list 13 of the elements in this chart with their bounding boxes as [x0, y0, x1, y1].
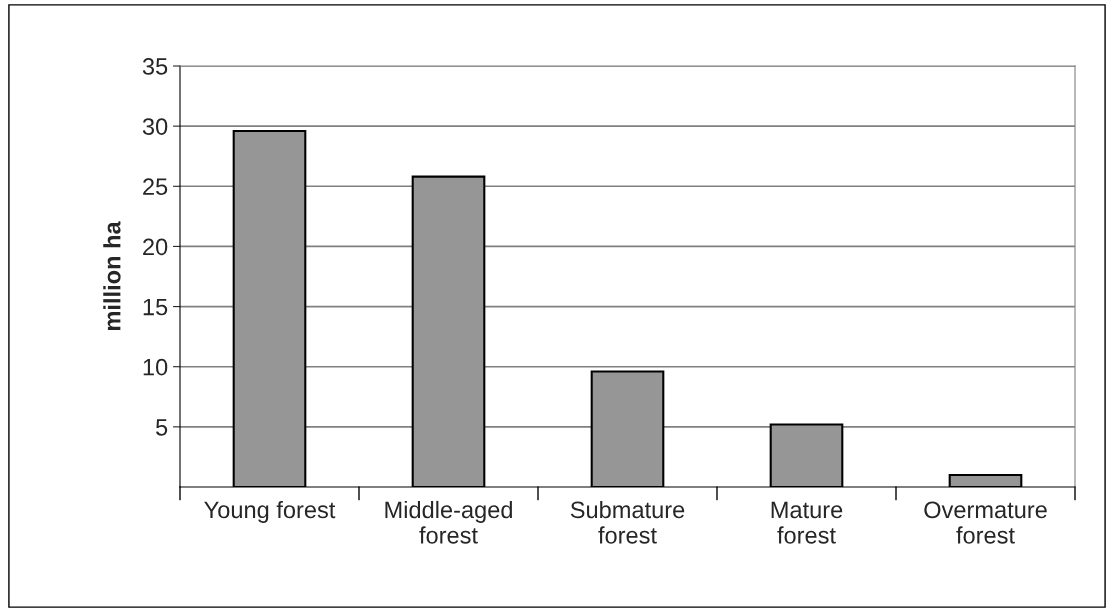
y-tick-label: 5 [156, 419, 168, 436]
x-tick-label: Mature forest [771, 501, 843, 544]
x-tick-label: Overmature forest [924, 501, 1047, 544]
y-axis-title: million ha [103, 221, 121, 331]
x-tick-label: Middle-aged forest [385, 500, 512, 544]
y-tick-label: 15 [143, 298, 168, 316]
y-tick-label: 25 [143, 178, 168, 196]
y-tick-label: 20 [143, 238, 168, 256]
y-tick-label: 10 [143, 358, 168, 376]
y-tick-label: 35 [142, 58, 168, 75]
x-tick-label: Young forest [204, 500, 336, 523]
x-tick-label: Submature forest [570, 500, 685, 544]
y-tick-label: 30 [142, 118, 168, 135]
